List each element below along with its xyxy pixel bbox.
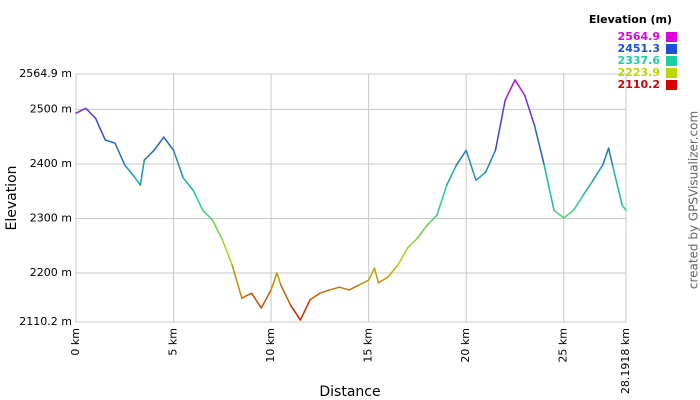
elevation-segment [299,298,311,321]
elevation-segment [114,142,126,166]
elevation-segment [348,284,360,291]
elevation-segment [192,189,204,212]
elevation-segment [104,139,116,144]
elevation-segment [172,149,185,179]
elevation-segment [289,304,302,321]
elevation-segment [163,136,175,152]
elevation-segment [153,136,165,152]
legend-swatch [666,32,677,42]
elevation-segment [367,267,376,281]
elevation-segment [328,286,341,291]
elevation-segment [543,164,555,212]
elevation-segment [358,279,370,286]
elevation-segment [416,224,428,239]
elevation-segment [592,164,604,182]
legend-title: Elevation (m) [589,13,672,26]
elevation-segment [280,284,292,306]
elevation-segment [75,107,87,114]
legend-label: 2451.3 [618,42,660,55]
elevation-segment [553,209,565,219]
elevation-segment [124,164,136,178]
elevation-segment [445,164,458,186]
x-tick-label: 20 km [459,328,472,363]
y-tick-label: 2564.9 m [19,67,72,80]
elevation-segment [309,292,321,301]
elevation-segment [494,99,506,152]
elevation-segment [250,292,263,309]
elevation-segment [562,209,575,219]
elevation-segment [231,264,243,299]
elevation-segment [465,149,477,182]
credit: created by GPSVisualizer.com [687,111,700,289]
x-axis-label: Distance [319,384,380,400]
x-tick-label: 28.1918 km [619,328,632,394]
legend-swatch [666,44,677,54]
legend-swatch [666,56,677,66]
y-tick-label: 2500 m [30,102,72,115]
elevation-segment [387,264,399,278]
elevation-segment [611,164,624,207]
x-tick-label: 25 km [557,328,570,363]
elevation-segment [607,147,614,166]
x-tick-label: 10 km [264,328,277,363]
elevation-segment [202,209,214,221]
elevation-segment [143,149,155,161]
legend-label: 2223.9 [618,66,660,79]
legend-swatch [666,80,677,90]
elevation-segment [241,292,253,299]
y-tick-label: 2400 m [30,157,72,170]
elevation-segment [582,179,594,196]
elevation-segment [182,177,194,191]
elevation-segment [523,94,536,126]
elevation-segment [397,247,409,266]
elevation-segment [373,267,380,284]
elevation-segment [533,124,545,166]
legend-label: 2564.9 [618,30,660,43]
elevation-segment [133,176,142,186]
x-tick-label: 0 km [69,328,82,356]
y-tick-label: 2110.2 m [19,315,72,328]
elevation-segment [572,194,584,212]
legend-label: 2110.2 [618,78,660,91]
elevation-segment [211,219,224,241]
elevation-segment [504,79,516,101]
elevation-segment [85,107,97,119]
y-axis-label: Elevation [4,165,20,230]
elevation-segment [338,286,350,291]
elevation-segment [426,214,438,226]
elevation-segment [221,239,233,266]
legend-label: 2337.6 [618,54,661,67]
elevation-segment [139,159,146,186]
elevation-segment [601,147,610,166]
elevation-segment [621,204,627,212]
elevation-segment [270,272,278,291]
y-tick-label: 2200 m [30,266,72,279]
elevation-segment [436,184,448,216]
elevation-segment [260,289,272,309]
elevation-segment [94,117,107,141]
elevation-segment [276,272,282,286]
elevation-segment [319,289,331,294]
elevation-segment [455,149,467,166]
elevation-segment [377,276,389,284]
x-tick-label: 5 km [167,328,180,356]
y-tick-label: 2300 m [30,211,72,224]
elevation-segment [484,149,497,173]
elevation-segment [406,237,419,249]
elevation-segment [514,79,526,96]
x-tick-label: 15 km [362,328,375,363]
legend-swatch [666,68,677,78]
elevation-segment [475,171,487,182]
